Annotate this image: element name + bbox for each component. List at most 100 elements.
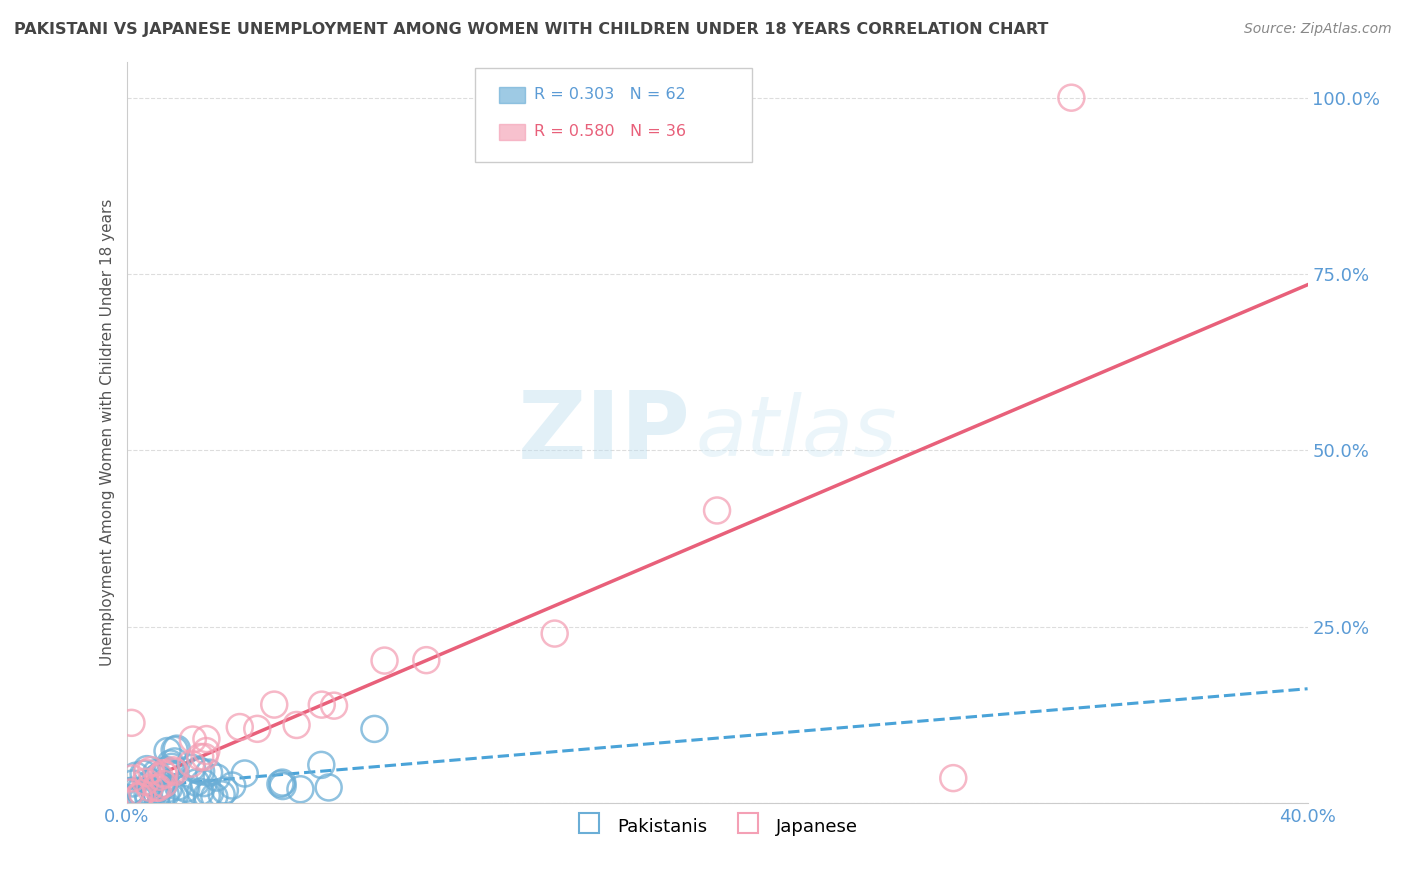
Point <box>146 789 169 803</box>
Point <box>134 774 156 789</box>
Point <box>174 781 197 796</box>
Point <box>202 789 225 804</box>
Bar <box>499 124 524 140</box>
Point <box>160 760 183 774</box>
Point <box>195 789 218 803</box>
Point <box>211 787 233 801</box>
Point <box>128 789 150 804</box>
Text: R = 0.580   N = 36: R = 0.580 N = 36 <box>534 124 686 139</box>
Point <box>180 756 202 771</box>
Point <box>135 762 157 776</box>
Point <box>149 770 172 784</box>
Text: R = 0.303   N = 62: R = 0.303 N = 62 <box>534 87 686 102</box>
Point <box>269 777 291 791</box>
Point <box>271 775 294 789</box>
Text: ZIP: ZIP <box>519 386 692 479</box>
Point <box>271 779 294 793</box>
Bar <box>499 87 524 103</box>
Point <box>131 788 153 802</box>
Point <box>184 775 207 789</box>
Point <box>145 780 167 795</box>
Point <box>159 756 181 771</box>
Point <box>190 764 212 779</box>
Point <box>139 775 162 789</box>
Point <box>180 761 202 775</box>
Point <box>363 722 385 736</box>
Point <box>167 780 190 794</box>
Point <box>166 741 188 756</box>
Point <box>942 771 965 785</box>
Y-axis label: Unemployment Among Women with Children Under 18 years: Unemployment Among Women with Children U… <box>100 199 115 666</box>
Point <box>121 776 143 790</box>
Point <box>148 780 170 795</box>
Point <box>128 784 150 798</box>
Point <box>193 776 215 790</box>
Point <box>163 743 186 757</box>
Point <box>153 778 176 792</box>
Point <box>195 732 218 747</box>
Point <box>198 786 221 800</box>
Point <box>153 767 176 781</box>
Point <box>121 795 143 809</box>
FancyBboxPatch shape <box>475 68 752 162</box>
Point <box>160 790 183 805</box>
Point <box>229 720 252 734</box>
Point <box>195 744 218 758</box>
Point <box>311 757 333 772</box>
Point <box>138 792 160 806</box>
Point <box>131 794 153 808</box>
Point <box>125 769 148 783</box>
Point <box>157 781 180 796</box>
Point <box>318 780 340 795</box>
Point <box>121 772 143 786</box>
Point <box>311 698 333 712</box>
Point <box>153 777 176 791</box>
Point <box>155 787 177 801</box>
Point <box>150 791 173 805</box>
Point <box>121 715 143 730</box>
Text: PAKISTANI VS JAPANESE UNEMPLOYMENT AMONG WOMEN WITH CHILDREN UNDER 18 YEARS CORR: PAKISTANI VS JAPANESE UNEMPLOYMENT AMONG… <box>14 22 1049 37</box>
Point <box>132 766 155 780</box>
Point <box>163 755 186 769</box>
Point <box>128 789 150 803</box>
Point <box>198 765 221 780</box>
Point <box>150 780 173 794</box>
Point <box>131 787 153 801</box>
Point <box>543 626 565 640</box>
Point <box>188 750 211 764</box>
Point <box>706 503 728 517</box>
Point <box>190 785 212 799</box>
Point <box>138 780 160 795</box>
Point <box>156 744 179 758</box>
Point <box>373 654 395 668</box>
Point <box>181 732 204 747</box>
Point <box>285 718 308 732</box>
Point <box>150 794 173 808</box>
Point <box>118 791 141 805</box>
Point <box>205 771 228 785</box>
Text: atlas: atlas <box>696 392 897 473</box>
Legend: Pakistanis, Japanese: Pakistanis, Japanese <box>567 805 868 846</box>
Point <box>323 698 346 713</box>
Point <box>136 787 159 801</box>
Point <box>146 770 169 784</box>
Point <box>120 784 142 798</box>
Point <box>143 784 166 798</box>
Point <box>135 766 157 780</box>
Point <box>163 789 186 803</box>
Point <box>145 766 167 780</box>
Point <box>120 784 142 798</box>
Point <box>120 785 142 799</box>
Point <box>1060 91 1083 105</box>
Point <box>170 791 193 805</box>
Point <box>233 766 256 780</box>
Text: Source: ZipAtlas.com: Source: ZipAtlas.com <box>1244 22 1392 37</box>
Point <box>155 764 177 778</box>
Point <box>152 766 174 780</box>
Point <box>145 771 167 785</box>
Point <box>118 786 141 800</box>
Point <box>163 764 186 779</box>
Point <box>263 698 285 712</box>
Point <box>221 779 243 793</box>
Point <box>155 763 177 777</box>
